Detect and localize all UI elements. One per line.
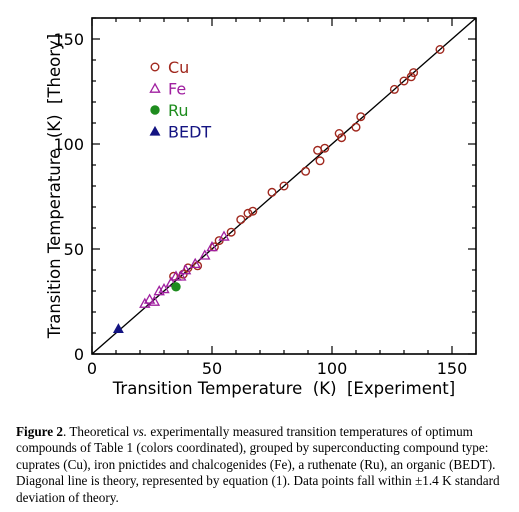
data-point-cu: [193, 261, 203, 271]
data-point-fe: [148, 295, 161, 306]
data-point-cu: [267, 187, 277, 197]
data-point-cu: [337, 133, 347, 143]
data-point-fe: [165, 276, 177, 287]
x-tick-label: 50: [202, 359, 222, 378]
data-point-cu: [320, 143, 330, 153]
legend-label-cu: Cu: [168, 58, 189, 77]
data-point-cu: [356, 112, 366, 122]
data-point-fe: [206, 240, 218, 252]
data-points: [112, 45, 445, 333]
y-tick-label: 100: [53, 135, 84, 154]
data-point-cu: [351, 122, 361, 132]
data-point-fe: [179, 264, 192, 275]
data-point-cu: [226, 227, 236, 237]
legend-marker-ru: [150, 105, 160, 115]
scatter-chart: 0 50 100 150 0 50 100 150 Cu Fe Ru BEDT Transition…: [45, 17, 477, 398]
series-ru: [171, 282, 181, 292]
x-tick-label: 0: [87, 359, 97, 378]
y-tick-label: 150: [53, 30, 84, 49]
y-tick-label: 0: [74, 345, 84, 364]
caption-text-rest: experimentally measured transition tempe…: [16, 424, 500, 505]
data-point-fe: [175, 270, 187, 281]
x-tick-label: 150: [437, 359, 468, 378]
series-bedt: [112, 323, 124, 333]
y-axis-label: Transition Temperature (K) [Theory]: [45, 34, 64, 339]
data-point-fe: [158, 282, 170, 294]
data-point-fe: [143, 293, 156, 304]
data-point-cu: [315, 156, 325, 166]
legend-label-fe: Fe: [168, 80, 186, 99]
data-point-bedt: [112, 323, 124, 333]
caption-text-start: . Theoretical: [63, 424, 133, 439]
caption-vs: vs.: [132, 424, 148, 439]
legend: Cu Fe Ru BEDT: [149, 58, 211, 142]
data-point-fe: [153, 285, 165, 296]
data-point-cu: [301, 166, 311, 176]
data-point-cu: [236, 215, 246, 225]
theory-diagonal-line: [91, 17, 477, 355]
x-tick-label: 100: [317, 359, 348, 378]
data-point-cu: [399, 76, 409, 86]
data-point-cu: [248, 206, 258, 216]
data-point-fe: [199, 249, 211, 260]
caption-label: Figure 2: [16, 424, 64, 439]
legend-marker-bedt: [149, 125, 161, 136]
chart-area: 0 50 100 150 0 50 100 150 Cu Fe Ru BEDT Transition…: [45, 17, 477, 398]
figure-caption: Figure 2. Theoretical vs. experimentally…: [16, 424, 516, 506]
data-point-cu: [243, 208, 253, 218]
data-point-cu: [435, 45, 445, 55]
data-point-cu: [313, 145, 323, 155]
legend-marker-cu: [150, 62, 160, 72]
legend-label-ru: Ru: [168, 101, 189, 120]
x-axis-label: Transition Temperature (K) [Experiment]: [112, 379, 455, 398]
data-point-fe: [189, 257, 201, 269]
legend-label-bedt: BEDT: [168, 123, 211, 142]
data-point-cu: [279, 181, 289, 191]
legend-marker-fe: [149, 82, 161, 93]
data-point-fe: [218, 230, 230, 241]
y-tick-label: 50: [64, 240, 84, 259]
data-point-cu: [389, 84, 399, 94]
axis-ticks: 0 50 100 150 0 50 100 150: [53, 17, 477, 378]
data-point-ru: [171, 282, 181, 292]
data-point-cu: [409, 68, 419, 78]
series-fe: [139, 230, 230, 308]
